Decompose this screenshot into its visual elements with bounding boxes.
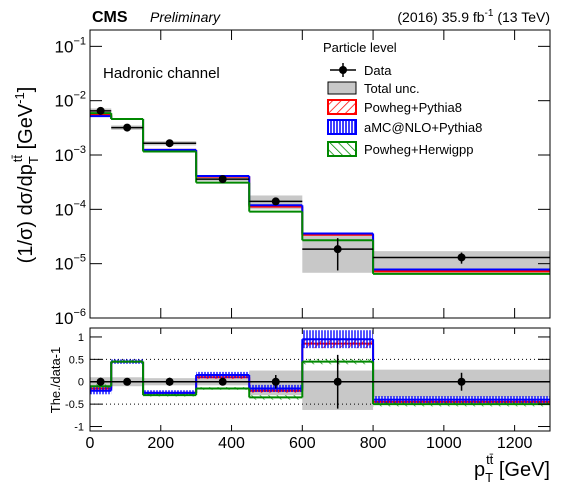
legend-swatch xyxy=(327,99,357,115)
x-label-sup: tt̄ xyxy=(486,452,494,467)
data-point xyxy=(123,377,132,386)
lumi-sup: -1 xyxy=(485,8,494,19)
frame xyxy=(89,29,551,319)
data-point xyxy=(333,245,342,254)
y-tick-base: 10 xyxy=(55,200,74,219)
y-tick-label: 10−2 xyxy=(55,90,86,111)
legend-swatch xyxy=(327,81,357,95)
data-point xyxy=(271,377,280,386)
data-point xyxy=(457,377,466,386)
y-tick-exp: −4 xyxy=(73,198,86,210)
y-tick-base: 10 xyxy=(55,146,74,165)
data-point xyxy=(218,175,227,184)
x-label: p xyxy=(474,459,485,481)
x-tick-label: 200 xyxy=(147,435,174,452)
legend-label: Powheg+Herwigpp xyxy=(364,142,473,157)
lumi: (2016) 35.9 fb-1 (13 TeV) xyxy=(397,8,550,25)
y-tick-label: -1 xyxy=(74,422,84,434)
y-label: (1/σ) dσ/dp xyxy=(15,164,37,263)
lumi-text: (2016) 35.9 fb xyxy=(397,9,484,25)
y-tick-base: 10 xyxy=(55,309,74,328)
data-point xyxy=(123,123,132,132)
legend-title: Particle level xyxy=(323,40,397,55)
y-label: [GeV xyxy=(15,103,37,155)
x-tick-label: 1000 xyxy=(426,435,462,452)
y-tick-label: 10−3 xyxy=(55,144,86,165)
legend-swatch xyxy=(327,141,357,157)
y-tick-base: 10 xyxy=(55,37,74,56)
status: Preliminary xyxy=(150,9,221,25)
y-label-sup: tt̄ xyxy=(10,155,25,163)
y-axis-label: (1/σ) dσ/dpTtt̄ [GeV-1] xyxy=(10,87,41,264)
y-tick-exp: −2 xyxy=(73,90,86,102)
x-tick-label: 1200 xyxy=(497,435,533,452)
legend-swatch xyxy=(339,66,347,74)
x-tick-label: 400 xyxy=(218,435,245,452)
frame xyxy=(89,327,551,432)
annotation: Hadronic channel xyxy=(103,65,220,82)
legend-label: Powheg+Pythia8 xyxy=(364,100,462,115)
legend-swatch xyxy=(327,119,357,135)
x-tick-label: 800 xyxy=(360,435,387,452)
y-tick-label: 10−1 xyxy=(55,35,86,56)
lumi-text: (13 TeV) xyxy=(493,9,550,25)
y-tick-label: 0.5 xyxy=(69,354,84,366)
experiment: CMS xyxy=(92,9,128,26)
y-tick-label: -0.5 xyxy=(65,399,84,411)
legend-label: aMC@NLO+Pythia8 xyxy=(364,120,482,135)
y-tick-exp: −6 xyxy=(73,307,86,319)
y-tick-label: 10−6 xyxy=(55,307,86,328)
data-point xyxy=(96,106,105,115)
y-label-sup: -1 xyxy=(12,92,27,104)
data-point xyxy=(165,139,174,148)
ratio-y-label: The./data-1 xyxy=(48,347,63,414)
y-tick-base: 10 xyxy=(55,92,74,111)
x-axis-label: pTtt̄ [GeV] xyxy=(474,452,550,485)
data-point xyxy=(333,377,342,386)
x-label-sub: T xyxy=(485,470,493,485)
y-label: ] xyxy=(15,87,37,93)
x-tick-label: 0 xyxy=(86,435,95,452)
data-point xyxy=(271,197,280,206)
y-tick-exp: −3 xyxy=(73,144,86,156)
data-point xyxy=(457,253,466,262)
legend-label: Data xyxy=(364,63,392,78)
y-label-sub: T xyxy=(26,156,41,164)
y-tick-label: 10−4 xyxy=(55,198,86,219)
data-point xyxy=(218,377,227,386)
x-tick-label: 600 xyxy=(289,435,316,452)
y-tick-base: 10 xyxy=(55,255,74,274)
x-label: [GeV] xyxy=(493,459,550,481)
data-point xyxy=(165,377,174,386)
legend-label: Total unc. xyxy=(364,81,420,96)
y-tick-label: 0 xyxy=(78,377,84,389)
y-tick-exp: −5 xyxy=(73,253,86,265)
y-tick-exp: −1 xyxy=(73,35,86,47)
y-tick-label: 1 xyxy=(78,332,84,344)
y-tick-label: 10−5 xyxy=(55,253,86,274)
